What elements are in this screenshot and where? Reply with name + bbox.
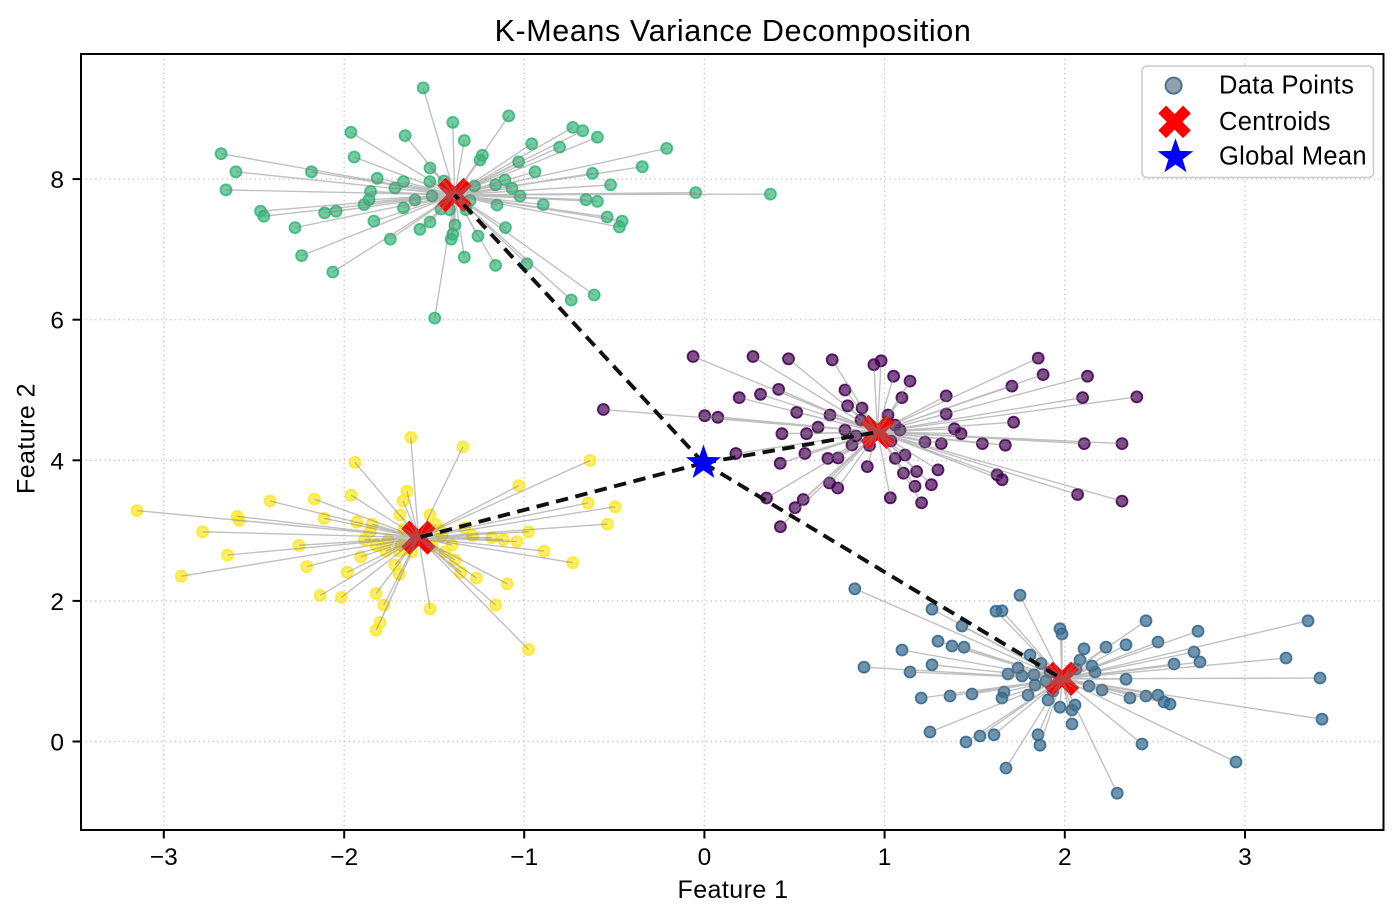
svg-text:Feature 1: Feature 1 [677, 876, 788, 904]
svg-text:8: 8 [50, 167, 64, 194]
svg-text:Centroids: Centroids [1219, 108, 1331, 136]
svg-text:−2: −2 [330, 844, 358, 871]
svg-text:0: 0 [50, 730, 64, 757]
svg-text:−3: −3 [150, 844, 178, 871]
svg-text:4: 4 [50, 448, 64, 475]
svg-text:Feature 2: Feature 2 [13, 383, 41, 494]
svg-text:2: 2 [50, 589, 64, 616]
svg-text:K-Means Variance Decomposition: K-Means Variance Decomposition [495, 14, 972, 48]
svg-text:1: 1 [878, 844, 892, 871]
svg-text:2: 2 [1058, 844, 1072, 871]
svg-text:Data Points: Data Points [1219, 72, 1354, 100]
svg-text:−1: −1 [510, 844, 538, 871]
svg-text:3: 3 [1238, 844, 1252, 871]
svg-text:0: 0 [698, 844, 712, 871]
svg-text:6: 6 [50, 308, 64, 335]
svg-text:Global Mean: Global Mean [1219, 143, 1367, 171]
